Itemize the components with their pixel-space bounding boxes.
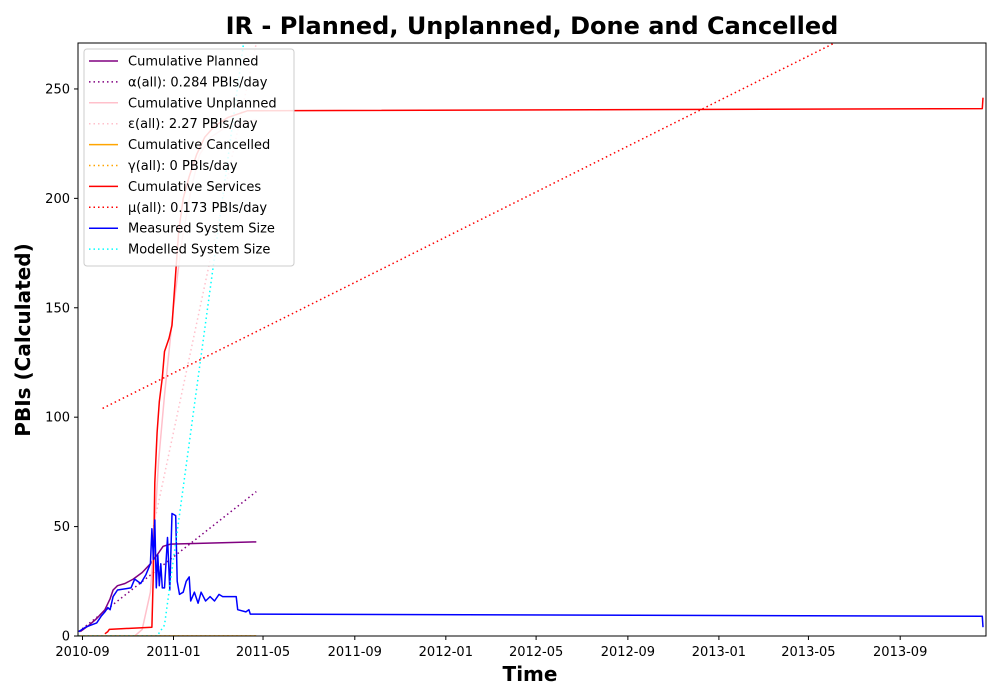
legend-entry: α(all): 0.284 PBIs/day (128, 75, 268, 90)
x-tick-label: 2011-09 (328, 645, 382, 660)
chart-title: IR - Planned, Unplanned, Done and Cancel… (226, 12, 839, 40)
series-line-0 (79, 541, 257, 633)
x-tick-label: 2011-05 (236, 645, 290, 660)
legend-entry: Modelled System Size (128, 243, 270, 258)
x-tick-label: 2010-09 (55, 645, 109, 660)
series-line-3 (152, 43, 258, 527)
x-tick-label: 2012-01 (419, 645, 473, 660)
x-tick-label: 2011-01 (146, 645, 200, 660)
x-tick-label: 2013-01 (692, 645, 746, 660)
legend-entry: Cumulative Planned (128, 55, 258, 70)
legend: Cumulative Planned α(all): 0.284 PBIs/day… (83, 48, 295, 267)
x-axis-label: Time (503, 662, 558, 686)
y-tick-label: 250 (45, 82, 70, 97)
axes-layer: 2010-09 2011-01 2011-05 2011-09 2012-01 2012-… (45, 42, 987, 660)
legend-entry: Cumulative Services (128, 180, 261, 195)
x-tick-label: 2012-05 (509, 645, 563, 660)
y-tick-label: 100 (45, 411, 70, 426)
legend-entry: ε(all): 2.27 PBIs/day (128, 117, 258, 132)
y-tick-label: 200 (45, 192, 70, 207)
x-tick-label: 2013-05 (781, 645, 835, 660)
legend-entry: γ(all): 0 PBIs/day (128, 159, 238, 174)
plot-frame (77, 42, 987, 637)
x-tick-label: 2013-09 (873, 645, 927, 660)
series-line-8 (78, 512, 984, 633)
y-axis-label: PBIs (Calculated) (11, 243, 35, 436)
y-tick-label: 50 (53, 520, 70, 535)
legend-entry: Cumulative Cancelled (128, 138, 270, 153)
x-tick-label: 2012-09 (601, 645, 655, 660)
y-tick-label: 0 (62, 630, 70, 645)
y-tick-label: 150 (45, 301, 70, 316)
series-line-7 (102, 43, 835, 410)
series-line-1 (78, 491, 257, 633)
legend-entry: Measured System Size (128, 222, 275, 237)
legend-box (83, 48, 295, 267)
legend-entry: Cumulative Unplanned (128, 96, 277, 111)
legend-entry: μ(all): 0.173 PBIs/day (128, 201, 267, 216)
